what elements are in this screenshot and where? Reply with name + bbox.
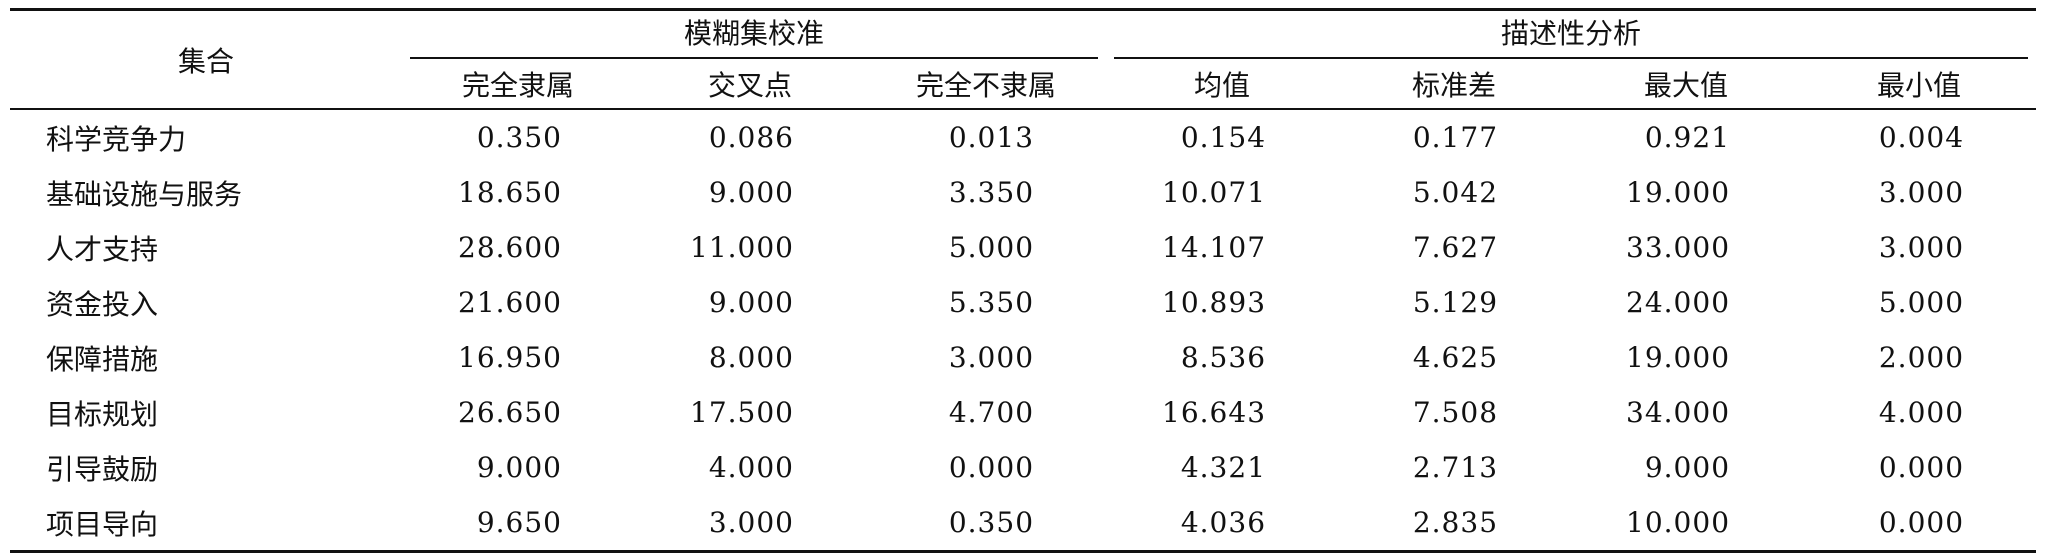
cell-value: 3.350 bbox=[948, 176, 1035, 209]
column-header: 完全隶属 bbox=[461, 68, 574, 102]
cell-value: 9.000 bbox=[476, 451, 562, 484]
group-title: 描述性分析 bbox=[1114, 11, 2029, 59]
row-label: 目标规划 bbox=[46, 397, 159, 431]
cell-value: 5.000 bbox=[948, 231, 1035, 264]
cell-value: 16.950 bbox=[458, 341, 562, 374]
cell-value: 0.921 bbox=[1644, 121, 1731, 154]
column-header: 均值 bbox=[1194, 68, 1251, 102]
cell-value: 5.042 bbox=[1412, 176, 1499, 209]
cell-value: 14.107 bbox=[1162, 231, 1267, 264]
cell-value: 5.350 bbox=[948, 286, 1035, 319]
row-label: 项目导向 bbox=[10, 495, 402, 553]
cell-value: 33.000 bbox=[1626, 231, 1731, 264]
cell-value: 2.835 bbox=[1338, 495, 1571, 553]
cell-value: 21.600 bbox=[458, 286, 562, 319]
cell-value: 4.000 bbox=[708, 451, 794, 484]
cell-value: 0.086 bbox=[708, 121, 794, 154]
cell-value: 4.036 bbox=[1106, 495, 1339, 553]
cell-value: 10.893 bbox=[1162, 286, 1267, 319]
table-row: 项目导向 9.650 3.000 0.350 4.036 2.835 10.000 0.000 bbox=[10, 495, 2037, 553]
cell-value: 19.000 bbox=[1626, 341, 1731, 374]
cell-value: 4.700 bbox=[948, 396, 1035, 429]
table-row: 资金投入 21.600 9.000 5.350 10.893 5.129 24.000 5.0… bbox=[10, 275, 2036, 330]
data-table: 集合 模糊集校准 描述性分析 完全隶属 交叉点 完全不隶属 均值 标准差 最大值 最小值 科学… bbox=[10, 8, 2037, 553]
column-header: 最大值 bbox=[1644, 68, 1729, 102]
cell-value: 0.350 bbox=[476, 121, 562, 154]
set-header: 集合 bbox=[10, 8, 402, 110]
cell-value: 8.536 bbox=[1180, 341, 1267, 374]
column-header: 最小值 bbox=[1877, 68, 1962, 102]
table-row: 科学竞争力 0.350 0.086 0.013 0.154 0.177 0.921 0.004 bbox=[10, 109, 2036, 165]
row-label: 科学竞争力 bbox=[46, 122, 187, 156]
table-container: 集合 模糊集校准 描述性分析 完全隶属 交叉点 完全不隶属 均值 标准差 最大值 最小值 科学… bbox=[10, 8, 2037, 553]
cell-value: 19.000 bbox=[1626, 176, 1731, 209]
cell-value: 5.000 bbox=[1878, 286, 1965, 319]
row-label: 基础设施与服务 bbox=[46, 177, 243, 211]
cell-value: 10.071 bbox=[1162, 176, 1267, 209]
cell-value: 4.000 bbox=[1878, 396, 1965, 429]
cell-value: 3.000 bbox=[634, 495, 866, 553]
table-row: 人才支持 28.600 11.000 5.000 14.107 7.627 33.000 3.… bbox=[10, 220, 2036, 275]
group-header: 模糊集校准 bbox=[402, 8, 1107, 59]
group-header: 描述性分析 bbox=[1106, 8, 2037, 59]
cell-value: 4.625 bbox=[1412, 341, 1499, 374]
cell-value: 0.000 bbox=[948, 451, 1035, 484]
table-row: 目标规划 26.650 17.500 4.700 16.643 7.508 34.000 4.… bbox=[10, 385, 2036, 440]
cell-value: 28.600 bbox=[458, 231, 562, 264]
cell-value: 0.154 bbox=[1180, 121, 1267, 154]
cell-value: 8.000 bbox=[708, 341, 794, 374]
cell-value: 24.000 bbox=[1626, 286, 1731, 319]
cell-value: 3.000 bbox=[1878, 231, 1965, 264]
row-label: 人才支持 bbox=[46, 232, 159, 266]
row-label: 保障措施 bbox=[46, 342, 159, 376]
row-label: 引导鼓励 bbox=[46, 452, 159, 486]
group-title: 模糊集校准 bbox=[410, 11, 1099, 59]
cell-value: 17.500 bbox=[690, 396, 794, 429]
cell-value: 18.650 bbox=[458, 176, 562, 209]
cell-value: 3.000 bbox=[948, 341, 1035, 374]
cell-value: 9.000 bbox=[708, 286, 794, 319]
cell-value: 0.013 bbox=[948, 121, 1035, 154]
cell-value: 2.000 bbox=[1878, 341, 1965, 374]
cell-value: 3.000 bbox=[1878, 176, 1965, 209]
cell-value: 7.508 bbox=[1412, 396, 1499, 429]
column-header: 完全不隶属 bbox=[916, 68, 1057, 102]
cell-value: 0.350 bbox=[866, 495, 1107, 553]
row-label: 资金投入 bbox=[46, 287, 159, 321]
cell-value: 0.000 bbox=[1802, 495, 2037, 553]
cell-value: 2.713 bbox=[1412, 451, 1499, 484]
cell-value: 11.000 bbox=[690, 231, 794, 264]
cell-value: 0.177 bbox=[1412, 121, 1499, 154]
cell-value: 9.000 bbox=[708, 176, 794, 209]
column-header: 标准差 bbox=[1412, 68, 1497, 102]
table-row: 基础设施与服务 18.650 9.000 3.350 10.071 5.042 19.000… bbox=[10, 165, 2036, 220]
cell-value: 16.643 bbox=[1162, 396, 1267, 429]
cell-value: 4.321 bbox=[1180, 451, 1267, 484]
cell-value: 5.129 bbox=[1412, 286, 1499, 319]
cell-value: 9.000 bbox=[1644, 451, 1731, 484]
cell-value: 0.000 bbox=[1878, 451, 1965, 484]
table-row: 引导鼓励 9.000 4.000 0.000 4.321 2.713 9.000 0.000 bbox=[10, 440, 2036, 495]
cell-value: 10.000 bbox=[1570, 495, 1803, 553]
cell-value: 26.650 bbox=[458, 396, 562, 429]
cell-value: 7.627 bbox=[1412, 231, 1499, 264]
column-header: 交叉点 bbox=[707, 68, 792, 102]
cell-value: 0.004 bbox=[1878, 121, 1965, 154]
cell-value: 34.000 bbox=[1626, 396, 1731, 429]
cell-value: 9.650 bbox=[402, 495, 634, 553]
table-row: 保障措施 16.950 8.000 3.000 8.536 4.625 19.000 2.00… bbox=[10, 330, 2036, 385]
